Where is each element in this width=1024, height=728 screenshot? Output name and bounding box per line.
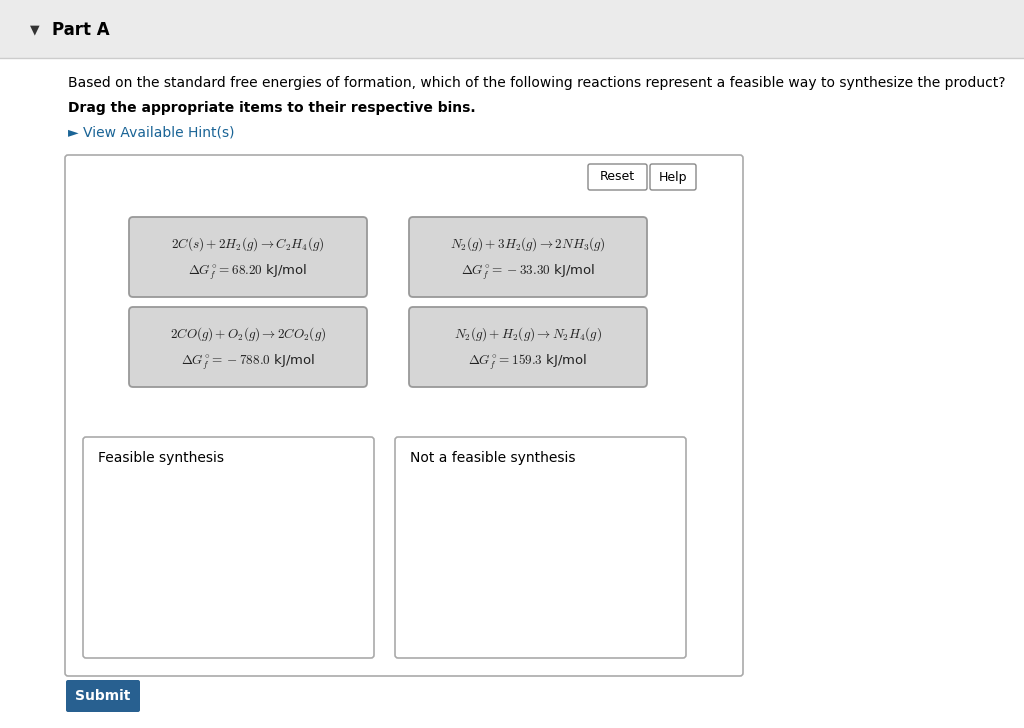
Text: $\Delta G_f^{\circ} = 159.3$ kJ/mol: $\Delta G_f^{\circ} = 159.3$ kJ/mol	[468, 353, 588, 373]
FancyBboxPatch shape	[66, 680, 140, 712]
Text: Submit: Submit	[76, 689, 131, 703]
FancyBboxPatch shape	[83, 437, 374, 658]
Text: Not a feasible synthesis: Not a feasible synthesis	[410, 451, 575, 465]
Text: Part A: Part A	[52, 21, 110, 39]
Text: ▼: ▼	[30, 23, 40, 36]
Text: Feasible synthesis: Feasible synthesis	[98, 451, 224, 465]
Text: Based on the standard free energies of formation, which of the following reactio: Based on the standard free energies of f…	[68, 76, 1006, 90]
FancyBboxPatch shape	[129, 217, 367, 297]
Text: $\Delta G_f^{\circ} = -33.30$ kJ/mol: $\Delta G_f^{\circ} = -33.30$ kJ/mol	[461, 264, 595, 282]
FancyBboxPatch shape	[395, 437, 686, 658]
Text: ► View Available Hint(s): ► View Available Hint(s)	[68, 126, 234, 140]
FancyBboxPatch shape	[129, 307, 367, 387]
Text: $N_2(g) + H_2(g)\rightarrow N_2H_4(g)$: $N_2(g) + H_2(g)\rightarrow N_2H_4(g)$	[454, 325, 602, 343]
Text: $\Delta G_f^{\circ} = -788.0$ kJ/mol: $\Delta G_f^{\circ} = -788.0$ kJ/mol	[181, 353, 315, 373]
FancyBboxPatch shape	[409, 307, 647, 387]
Text: Help: Help	[658, 170, 687, 183]
Bar	[0, 0, 1024, 58]
FancyBboxPatch shape	[409, 217, 647, 297]
Text: $2CO(g) + O_2(g)\rightarrow 2CO_2(g)$: $2CO(g) + O_2(g)\rightarrow 2CO_2(g)$	[170, 325, 326, 343]
FancyBboxPatch shape	[65, 155, 743, 676]
Text: Reset: Reset	[600, 170, 635, 183]
FancyBboxPatch shape	[588, 164, 647, 190]
Text: $\Delta G_f^{\circ} = 68.20$ kJ/mol: $\Delta G_f^{\circ} = 68.20$ kJ/mol	[188, 264, 307, 282]
Text: $N_2(g) + 3H_2(g)\rightarrow 2NH_3(g)$: $N_2(g) + 3H_2(g)\rightarrow 2NH_3(g)$	[451, 235, 606, 253]
Text: $2C(s) + 2H_2(g)\rightarrow C_2H_4(g)$: $2C(s) + 2H_2(g)\rightarrow C_2H_4(g)$	[171, 235, 325, 253]
Text: Drag the appropriate items to their respective bins.: Drag the appropriate items to their resp…	[68, 101, 475, 115]
FancyBboxPatch shape	[650, 164, 696, 190]
